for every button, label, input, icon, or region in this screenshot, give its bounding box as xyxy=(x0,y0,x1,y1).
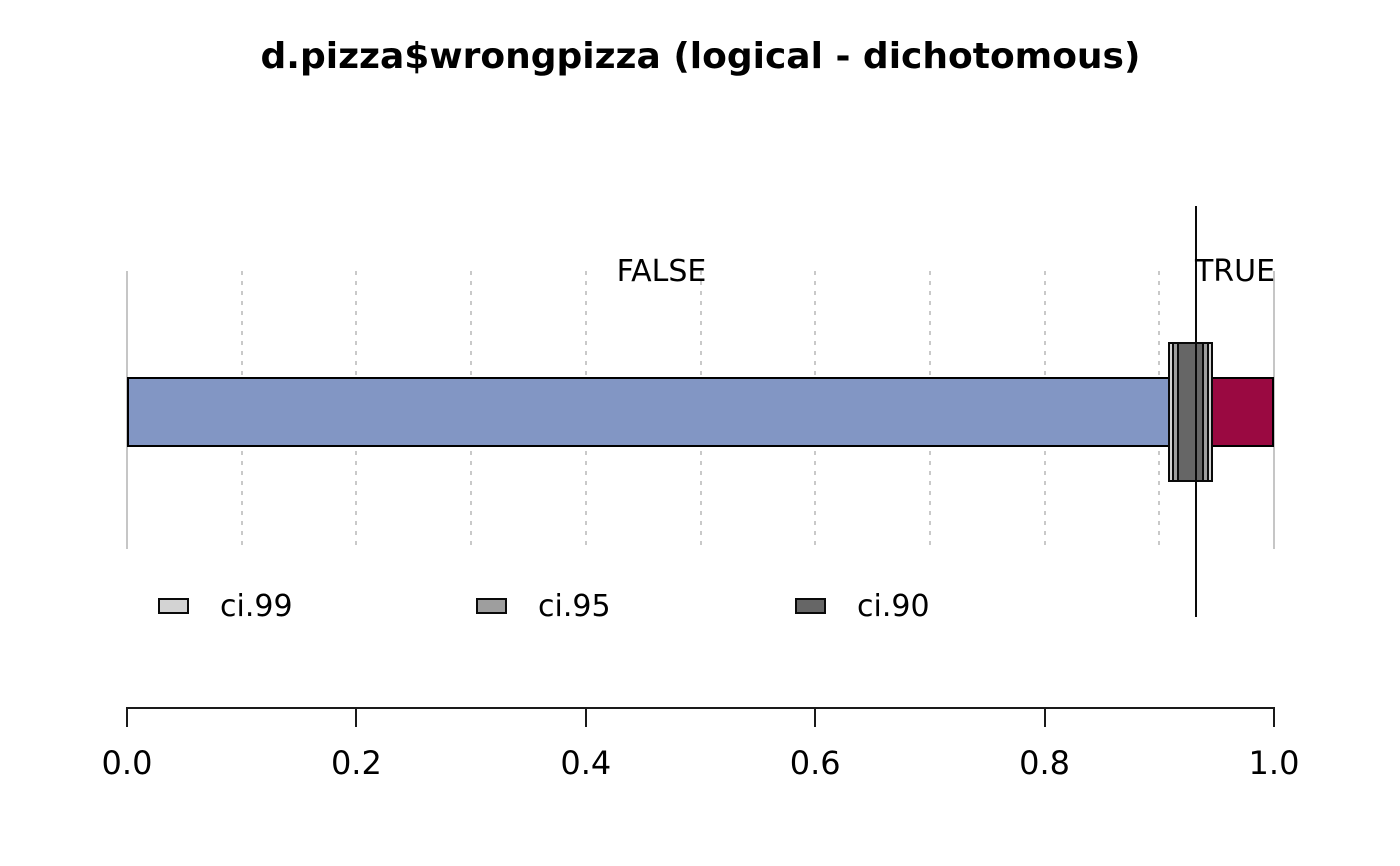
ci-box-ci.90 xyxy=(1176,342,1205,482)
legend-item-ci.99: ci.99 xyxy=(158,589,293,624)
gridline xyxy=(1273,271,1275,549)
mean-line xyxy=(1195,206,1197,617)
legend-item-ci.90: ci.90 xyxy=(795,589,930,624)
axis-tick xyxy=(126,707,128,727)
category-label-true: TRUE xyxy=(1194,254,1276,289)
legend-label: ci.99 xyxy=(220,588,293,624)
axis-tick-label: 0.6 xyxy=(789,744,841,782)
axis-tick-label: 0.8 xyxy=(1019,744,1071,782)
axis-tick-label: 1.0 xyxy=(1248,744,1300,782)
legend-label: ci.95 xyxy=(538,588,611,624)
bar-segment-false xyxy=(127,377,1196,447)
legend-swatch-icon xyxy=(476,598,507,614)
axis-tick xyxy=(1043,707,1046,727)
legend-item-ci.95: ci.95 xyxy=(476,589,611,624)
category-label-false: FALSE xyxy=(616,254,707,289)
legend-swatch-icon xyxy=(795,598,826,614)
axis-tick-label: 0.4 xyxy=(560,744,612,782)
axis-tick xyxy=(814,707,817,727)
axis-tick xyxy=(584,707,587,727)
axis-tick xyxy=(1273,707,1275,727)
x-axis-line xyxy=(126,707,1275,709)
axis-tick-label: 0.2 xyxy=(330,744,382,782)
axis-tick-label: 0.0 xyxy=(101,744,153,782)
legend-label: ci.90 xyxy=(857,588,930,624)
chart-title: d.pizza$wrongpizza (logical - dichotomou… xyxy=(260,36,1141,77)
axis-tick xyxy=(355,707,358,727)
legend-swatch-icon xyxy=(158,598,189,614)
